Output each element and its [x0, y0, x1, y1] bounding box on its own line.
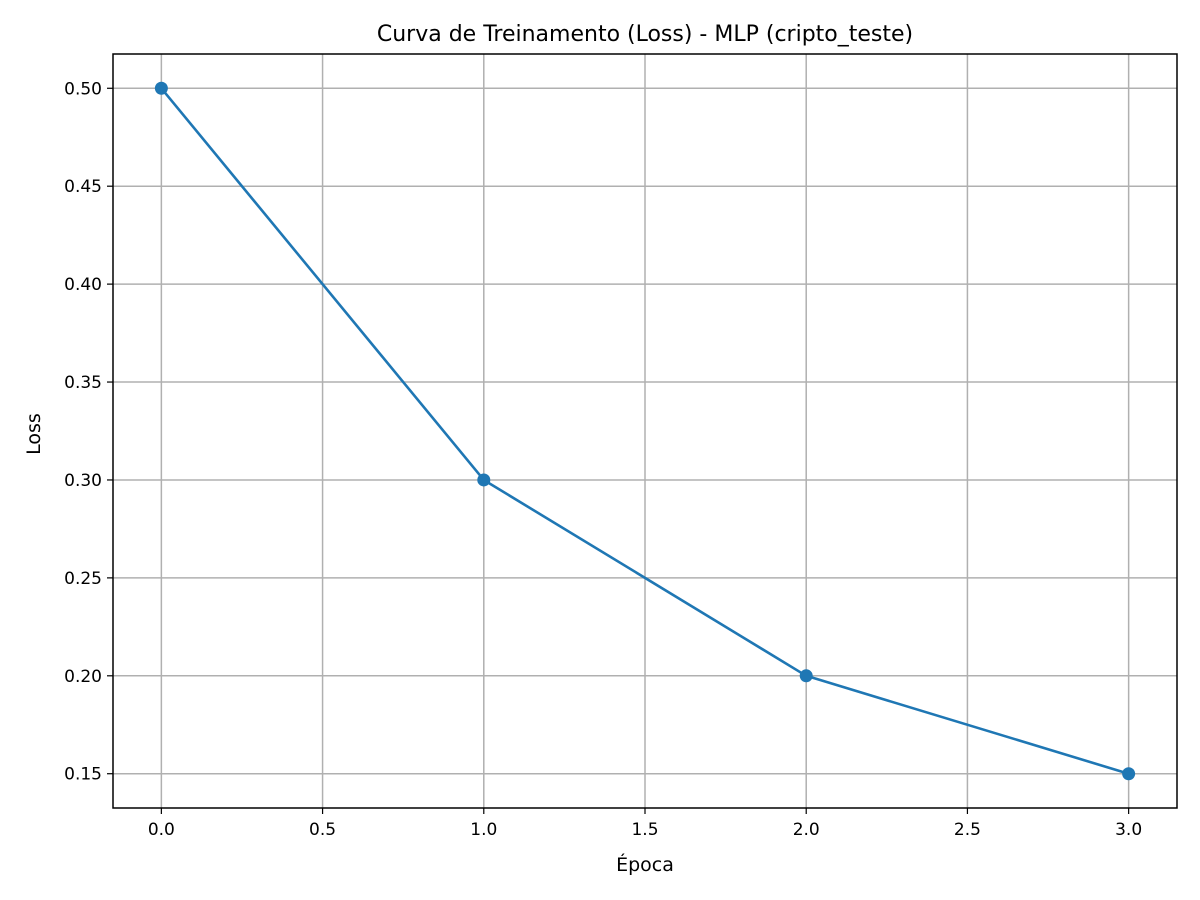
series-line	[160, 86, 1130, 776]
x-tick-label: 0.5	[309, 820, 336, 840]
y-tick-label: 0.35	[64, 373, 102, 393]
x-axis: 0.0 0.5 1.0 1.5 2.0 2.5 3.0	[148, 808, 1142, 840]
x-tick-label: 1.0	[470, 820, 497, 840]
x-tick-label: 3.0	[1115, 820, 1142, 840]
data-point	[154, 81, 168, 95]
data-point	[1122, 767, 1136, 781]
data-point	[477, 473, 491, 487]
y-axis: 0.15 0.20 0.25 0.30 0.35 0.40 0.45 0.50	[64, 79, 113, 785]
y-axis-label: Loss	[23, 413, 45, 455]
x-axis-label: Época	[616, 853, 674, 876]
x-tick-label: 0.0	[148, 820, 175, 840]
y-tick-label: 0.25	[64, 569, 102, 589]
y-tick-label: 0.15	[64, 765, 102, 785]
grid	[113, 54, 1177, 808]
y-tick-label: 0.50	[64, 79, 102, 99]
y-tick-label: 0.45	[64, 177, 102, 197]
data-point	[799, 669, 813, 683]
series-group	[154, 81, 1136, 781]
x-tick-label: 1.5	[631, 820, 658, 840]
x-tick-label: 2.0	[793, 820, 820, 840]
y-tick-label: 0.20	[64, 667, 102, 687]
y-tick-label: 0.30	[64, 471, 102, 491]
y-tick-label: 0.40	[64, 275, 102, 295]
chart-title: Curva de Treinamento (Loss) - MLP (cript…	[377, 22, 913, 47]
x-tick-label: 2.5	[954, 820, 981, 840]
